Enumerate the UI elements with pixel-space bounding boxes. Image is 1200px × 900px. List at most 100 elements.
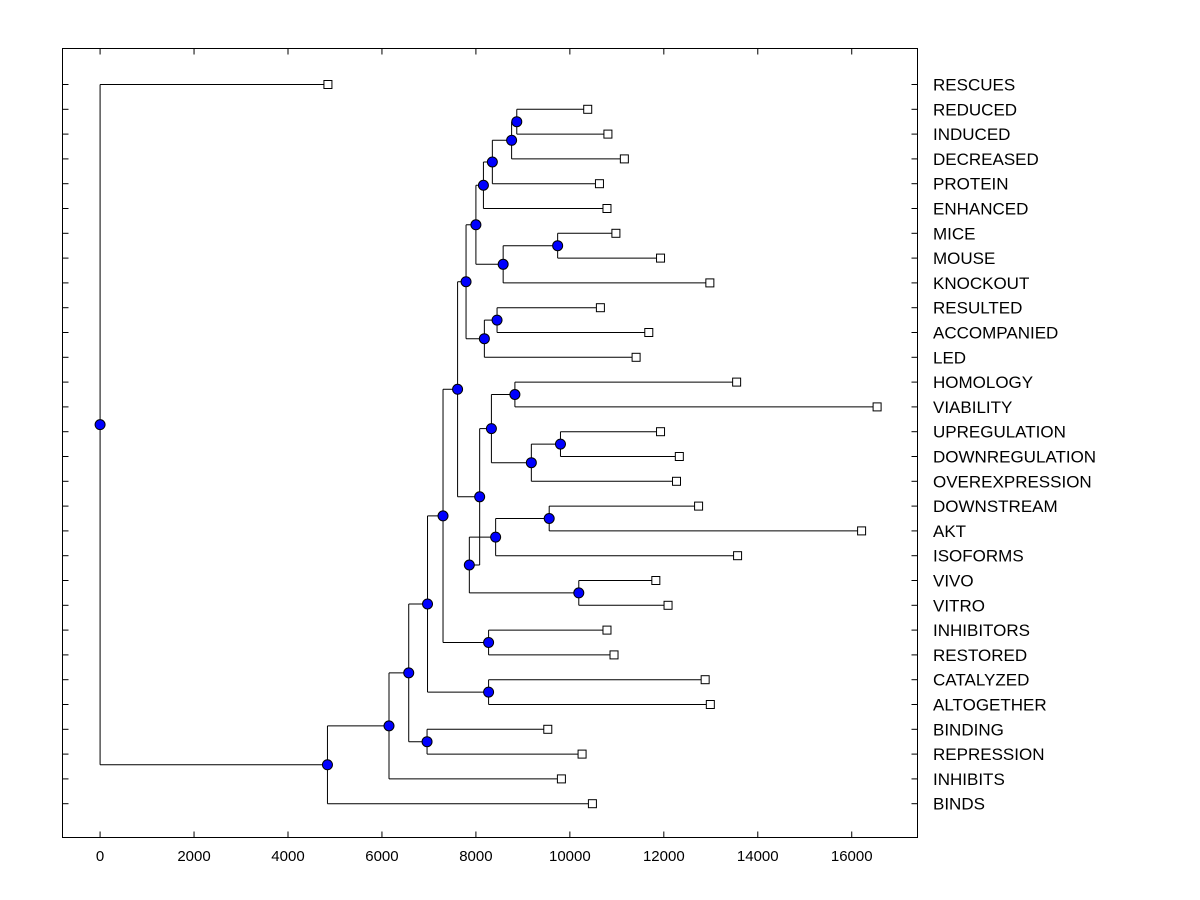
merge-node	[483, 637, 495, 648]
merge-node	[509, 389, 521, 400]
leaf-label: DECREASED	[933, 150, 1039, 169]
merge-node	[486, 156, 498, 168]
leaf-label: VIABILITY	[933, 398, 1012, 417]
leaf-label: RESULTED	[933, 299, 1022, 318]
leaf-label: DOWNSTREAM	[933, 497, 1058, 516]
leaf-label: REPRESSION	[933, 745, 1044, 764]
merge-node	[422, 598, 434, 610]
leaf-marker	[732, 377, 742, 387]
leaf-marker	[619, 154, 629, 164]
merge-node	[491, 314, 503, 326]
x-tick-label: 14000	[737, 848, 779, 865]
merge-node	[483, 686, 495, 698]
x-tick-label: 2000	[177, 848, 210, 865]
leaf-label: MOUSE	[933, 249, 995, 268]
leaf-marker	[651, 576, 661, 585]
leaf-marker	[595, 303, 605, 313]
axis-ticks	[62, 48, 918, 838]
merge-nodes	[94, 116, 585, 771]
x-tick-label: 6000	[365, 848, 398, 865]
leaf-label: INHIBITORS	[933, 621, 1030, 640]
merge-node	[506, 134, 518, 146]
leaf-marker	[609, 650, 619, 660]
merge-node	[421, 736, 433, 748]
leaf-marker	[857, 526, 867, 536]
leaf-marker	[694, 501, 704, 511]
leaf-marker	[577, 749, 587, 759]
leaf-marker	[872, 402, 882, 412]
x-tick-labels: 0 2000 4000 6000 8000 10000 12000 14000 16000	[96, 848, 873, 865]
leaf-marker	[602, 204, 612, 213]
merge-node	[543, 513, 555, 524]
merge-node	[321, 759, 333, 771]
leaf-label: DOWNREGULATION	[933, 448, 1096, 467]
merge-node	[437, 510, 449, 522]
x-tick-label: 8000	[459, 848, 492, 865]
merge-node	[552, 240, 564, 252]
merge-node	[573, 587, 585, 599]
leaf-label: INDUCED	[933, 125, 1010, 144]
leaf-marker	[656, 253, 666, 263]
leaf-label: CATALYZED	[933, 671, 1029, 690]
x-tick-label: 10000	[549, 848, 591, 865]
x-tick-label: 16000	[831, 848, 873, 865]
leaf-label: OVEREXPRESSION	[933, 472, 1092, 491]
leaf-marker	[733, 551, 743, 561]
merge-node	[452, 383, 464, 395]
merge-node	[470, 219, 482, 231]
x-tick-label: 4000	[271, 848, 304, 865]
leaf-markers	[323, 80, 882, 809]
merge-node	[525, 457, 537, 469]
leaf-label: HOMOLOGY	[933, 373, 1033, 392]
leaf-label: BINDS	[933, 795, 985, 814]
leaf-labels: RESCUES REDUCED INDUCED DECREASED PROTEIN ENH…	[933, 76, 1096, 814]
merge-node	[94, 419, 106, 431]
merge-node	[490, 531, 502, 543]
leaf-marker	[603, 129, 613, 139]
leaf-label: ALTOGETHER	[933, 696, 1047, 715]
leaf-marker	[663, 600, 673, 610]
leaf-label: UPREGULATION	[933, 423, 1066, 442]
leaf-label: AKT	[933, 522, 966, 541]
merge-node	[485, 423, 497, 435]
leaf-label: PROTEIN	[933, 175, 1009, 194]
merge-node	[497, 258, 509, 270]
merge-node	[460, 276, 472, 288]
leaf-marker	[556, 774, 566, 784]
leaf-marker	[672, 476, 682, 486]
merge-node	[478, 333, 490, 345]
leaf-marker	[705, 700, 715, 709]
leaf-label: MICE	[933, 224, 976, 243]
leaf-marker	[323, 80, 333, 89]
leaf-label: VITRO	[933, 596, 985, 615]
leaf-marker	[611, 228, 621, 238]
leaf-marker	[602, 625, 612, 635]
merge-node	[403, 667, 415, 679]
leaf-label: ISOFORMS	[933, 547, 1024, 566]
leaf-marker	[543, 724, 553, 734]
merge-node	[383, 720, 395, 732]
leaf-marker	[674, 452, 684, 461]
leaf-marker	[700, 675, 710, 685]
leaf-label: BINDING	[933, 720, 1004, 739]
leaf-marker	[594, 179, 604, 189]
merge-node	[554, 438, 566, 450]
leaf-marker	[587, 799, 597, 809]
leaf-label: LED	[933, 348, 966, 367]
leaf-marker	[644, 328, 654, 337]
leaf-marker	[656, 427, 666, 437]
leaf-marker	[631, 352, 641, 362]
leaf-label: RESCUES	[933, 76, 1015, 95]
plot-frame	[62, 48, 918, 838]
merge-node	[463, 559, 475, 571]
leaf-marker	[583, 104, 593, 114]
merge-node	[474, 491, 486, 503]
leaf-label: INHIBITS	[933, 770, 1005, 789]
leaf-label: VIVO	[933, 572, 974, 591]
leaf-marker	[705, 278, 715, 288]
merge-node	[511, 116, 523, 128]
x-tick-label: 0	[96, 848, 104, 865]
leaf-label: ACCOMPANIED	[933, 324, 1058, 343]
leaf-label: REDUCED	[933, 100, 1017, 119]
